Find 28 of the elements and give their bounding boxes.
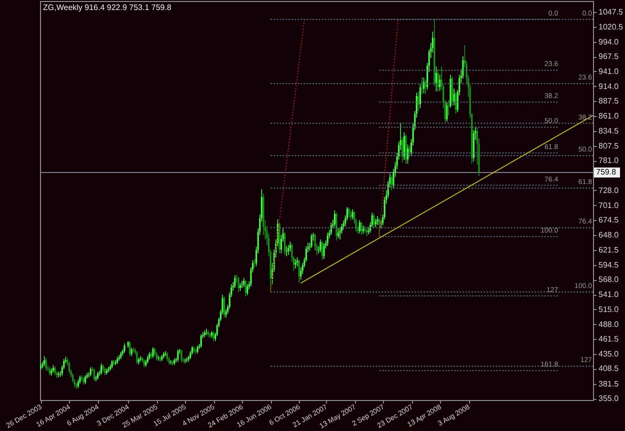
y-tick-label: 594.5 xyxy=(598,260,620,270)
y-tick-label: 408.5 xyxy=(598,364,620,374)
y-tick-label: 435.0 xyxy=(598,349,620,358)
y-tick-label: 967.5 xyxy=(598,52,620,62)
y-tick-label: 488.0 xyxy=(598,320,620,329)
y-tick-label: 861.0 xyxy=(598,112,620,121)
y-tick-label: 541.0 xyxy=(598,290,620,300)
y-tick-label: 515.0 xyxy=(598,304,620,314)
y-tick-label: 461.5 xyxy=(598,334,620,344)
y-tick-label: 701.0 xyxy=(598,200,620,210)
chart-title: ZG,Weekly 916.4 922.9 753.1 759.8 xyxy=(43,3,172,12)
y-tick-label: 355.0 xyxy=(598,394,620,404)
y-tick-label: 381.5 xyxy=(598,379,620,388)
y-tick-label: 1047.5 xyxy=(598,7,624,16)
y-tick-label: 568.0 xyxy=(598,275,620,284)
y-tick-label: 941.0 xyxy=(598,66,620,76)
y-tick-label: 621.5 xyxy=(598,245,620,254)
ref-line-label: 759.8 xyxy=(596,168,617,177)
y-tick-label: 887.5 xyxy=(598,96,620,106)
y-tick-label: 648.0 xyxy=(598,230,620,240)
y-tick-label: 807.5 xyxy=(598,141,620,150)
y-tick-label: 834.5 xyxy=(598,126,620,136)
y-tick-label: 674.5 xyxy=(598,216,620,225)
y-tick-label: 914.0 xyxy=(598,82,620,91)
y-tick-label: 728.0 xyxy=(598,186,620,195)
y-tick-label: 1020.5 xyxy=(598,22,624,32)
y-tick-label: 994.0 xyxy=(598,37,620,46)
y-tick-label: 781.0 xyxy=(598,156,620,166)
